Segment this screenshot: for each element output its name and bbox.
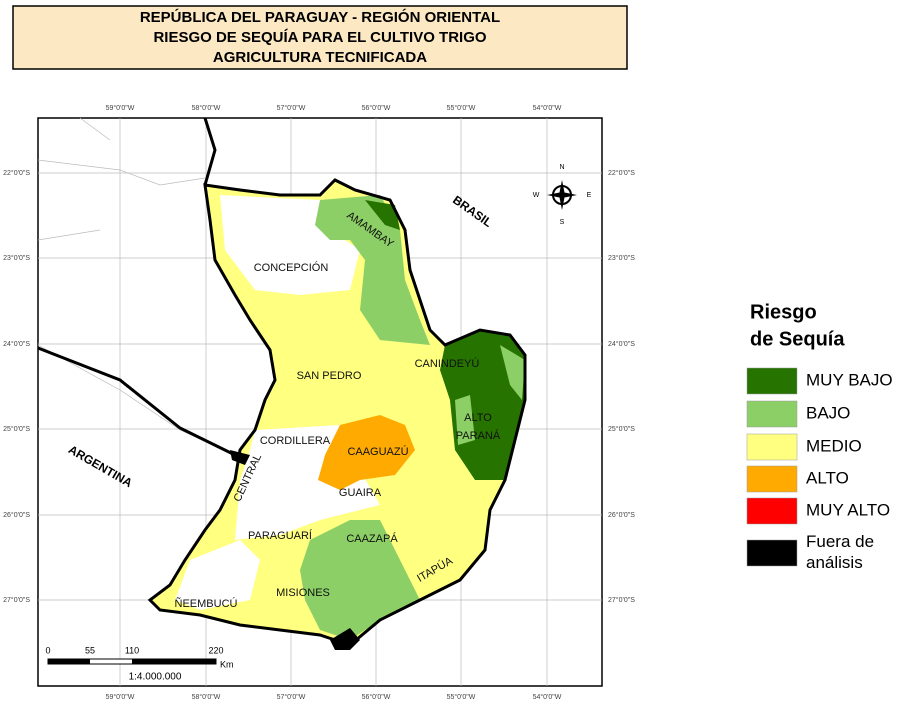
low-risk-area <box>455 345 525 445</box>
legend-label: BAJO <box>806 403 850 422</box>
region-label: CAAZAPÁ <box>346 532 398 545</box>
latitude-label: 26°0'0"S <box>608 511 635 519</box>
legend-label: análisis <box>806 553 863 572</box>
longitude-label: 58°0'0"W <box>192 693 221 701</box>
latitude-label: 22°0'0"S <box>608 169 635 177</box>
region-label: GUAIRA <box>339 487 382 499</box>
legend-swatch <box>746 539 798 567</box>
compass <box>547 180 577 210</box>
scale-tick-label: 55 <box>85 645 95 655</box>
latitude-label: 27°0'0"S <box>3 596 30 604</box>
legend-swatch <box>746 433 798 461</box>
longitude-label: 58°0'0"W <box>192 104 221 112</box>
legend-swatch <box>746 367 798 395</box>
country-border <box>147 178 527 647</box>
longitude-label: 55°0'0"W <box>447 693 476 701</box>
region-label: CORDILLERA <box>260 435 331 447</box>
latitude-label: 22°0'0"S <box>3 169 30 177</box>
latitude-label: 25°0'0"S <box>608 425 635 433</box>
longitude-label: 55°0'0"W <box>447 104 476 112</box>
low-risk-area <box>315 195 430 345</box>
longitude-label: 54°0'0"W <box>533 693 562 701</box>
low-risk-area <box>300 520 420 640</box>
scale-ratio: 1:4.000.000 <box>129 672 182 683</box>
title-box <box>12 5 628 70</box>
very-low-risk-area <box>365 200 400 230</box>
latitude-label: 24°0'0"S <box>608 340 635 348</box>
no-data-area <box>175 540 260 610</box>
legend-swatch <box>746 497 798 525</box>
region-label: PARANÁ <box>456 429 501 442</box>
legend-label: MUY BAJO <box>806 370 893 389</box>
scale-segment <box>48 659 90 664</box>
scale-tick-label: 110 <box>125 645 139 655</box>
compass-needle <box>547 180 577 210</box>
title-line: RIESGO DE SEQUÍA PARA EL CULTIVO TRIGO <box>153 29 486 46</box>
international-border <box>37 346 236 457</box>
title: REPÚBLICA DEL PARAGUAY - REGIÓN ORIENTAL… <box>140 8 500 66</box>
scale-tick-label: 0 <box>45 645 50 655</box>
excluded-area <box>230 450 360 650</box>
compass-letter: W <box>533 192 540 199</box>
compass-letter: E <box>587 192 592 199</box>
region-label: CAAGUAZÚ <box>347 445 408 458</box>
region-label: ALTO <box>464 412 492 424</box>
legend-swatch <box>746 465 798 493</box>
region-label: ÑEEMBUCÚ <box>175 597 238 610</box>
longitude-label: 57°0'0"W <box>277 693 306 701</box>
region-label: MISIONES <box>276 587 330 599</box>
scale-segment <box>132 659 216 664</box>
legend-label: ALTO <box>806 468 849 487</box>
legend-label: MEDIO <box>806 436 862 455</box>
scale-bar <box>47 658 217 665</box>
region-label: CANINDEYÚ <box>415 357 480 370</box>
latitude-label: 23°0'0"S <box>608 254 635 262</box>
compass-letter: S <box>560 219 565 226</box>
longitude-label: 59°0'0"W <box>106 693 135 701</box>
neighbour-border <box>37 117 236 456</box>
region-label: CONCEPCIÓN <box>254 261 329 274</box>
longitude-label: 59°0'0"W <box>106 104 135 112</box>
international-border <box>203 117 217 186</box>
latitude-label: 24°0'0"S <box>3 340 30 348</box>
longitude-label: 56°0'0"W <box>362 104 391 112</box>
region-label: SAN PEDRO <box>297 370 362 382</box>
longitude-label: 57°0'0"W <box>277 104 306 112</box>
legend-title: Riesgo <box>750 301 817 323</box>
latitude-label: 26°0'0"S <box>3 511 30 519</box>
legend-swatch <box>746 400 798 428</box>
legend-label: MUY ALTO <box>806 500 890 519</box>
latitude-label: 27°0'0"S <box>608 596 635 604</box>
longitude-label: 56°0'0"W <box>362 693 391 701</box>
compass-letter: N <box>559 164 564 171</box>
legend-title: de Sequía <box>750 328 845 350</box>
scale-unit: Km <box>220 659 234 669</box>
longitude-label: 54°0'0"W <box>533 104 562 112</box>
latitude-label: 25°0'0"S <box>3 425 30 433</box>
legend: Riesgo de Sequía MUY BAJO BAJO MEDIO ALTO MUY … <box>746 301 893 572</box>
title-line: AGRICULTURA TECNIFICADA <box>213 49 427 66</box>
legend-label: Fuera de <box>806 532 874 551</box>
scale-tick-label: 220 <box>208 645 223 655</box>
latitude-label: 23°0'0"S <box>3 254 30 262</box>
title-line: REPÚBLICA DEL PARAGUAY - REGIÓN ORIENTAL <box>140 8 500 26</box>
high-risk-area <box>318 415 415 490</box>
region-label: PARAGUARÍ <box>248 529 313 542</box>
